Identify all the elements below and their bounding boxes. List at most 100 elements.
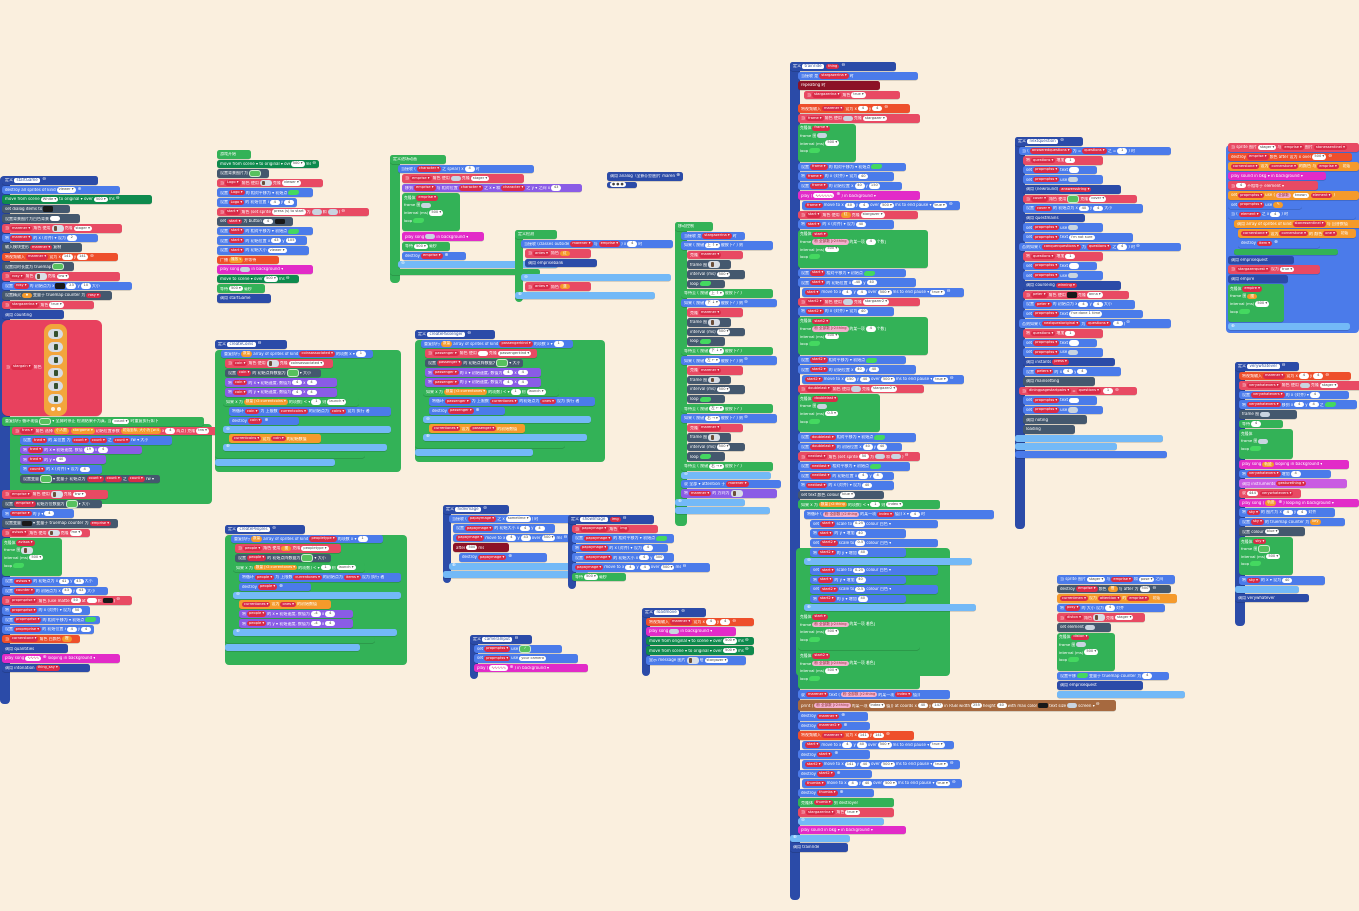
- block-row[interactable]: 如果 ( 按键 下 ↓ ▾ 被按下? ) 则 ⊖: [681, 298, 777, 308]
- block-row[interactable]: 克隆 marener ▾: [687, 308, 743, 317]
- variable-pill[interactable]: people ▾: [247, 620, 267, 627]
- block-row[interactable]: destroy start ▾ ⊕: [798, 750, 870, 759]
- boolean-slot[interactable]: [12, 562, 25, 568]
- image-slot[interactable]: [850, 386, 861, 392]
- value-input[interactable]: 444: [1247, 490, 1258, 497]
- variable-pill[interactable]: thumb ▾: [814, 799, 833, 806]
- collapse-icon[interactable]: ⊖: [949, 376, 954, 382]
- block-row[interactable]: 当 doublelast ▾ 角色 使用 克隆 stargazer2 ▾: [798, 384, 924, 394]
- value-input[interactable]: 4: [858, 473, 869, 479]
- value-input[interactable]: 4: [503, 379, 514, 386]
- block-row[interactable]: 将 start2 ▾ 的 x (对齐) ▾ 设为 40: [798, 307, 894, 316]
- variable-pill[interactable]: verywhatevers ▾: [1259, 490, 1294, 497]
- value-input[interactable]: 500 ▾: [660, 564, 675, 571]
- sprite-thumbnail[interactable]: [34, 273, 47, 280]
- value-input[interactable]: 1: [320, 564, 331, 571]
- block-row[interactable]: ⊖: [423, 416, 591, 424]
- sprite-option[interactable]: [48, 355, 63, 365]
- value-input[interactable]: 4: [720, 619, 731, 625]
- value-input[interactable]: 4: [865, 326, 876, 332]
- variable-pill[interactable]: count ▾: [127, 476, 145, 482]
- value-input[interactable]: 4: [534, 525, 545, 532]
- value-input[interactable]: known: [1292, 192, 1309, 199]
- value-input[interactable]: 4: [865, 239, 876, 245]
- variable-pill[interactable]: Logo ▾: [228, 199, 245, 206]
- clone-frame-block[interactable]: 克隆体 frame 图 loop: [1239, 429, 1293, 460]
- block-row[interactable]: [215, 452, 365, 458]
- block-row[interactable]: set propmptss ▾ text: [1023, 165, 1097, 175]
- variable-pill[interactable]: emprise ▾: [10, 491, 32, 498]
- expand-icon[interactable]: ⊕: [676, 173, 680, 179]
- block-row[interactable]: 将 questions ▾ 增加 1: [1023, 252, 1103, 261]
- variable-pill[interactable]: questions ▾: [1076, 388, 1101, 394]
- variable-pill[interactable]: questions ▾: [1086, 320, 1111, 327]
- variable-pill[interactable]: count ▾: [71, 437, 89, 444]
- value-input[interactable]: trw ▾: [196, 428, 209, 434]
- variable-pill[interactable]: answersstring ▾: [1059, 186, 1092, 193]
- block-row[interactable]: destroy coin ▾ ⊕: [229, 416, 299, 426]
- costume-swatch[interactable]: [496, 359, 509, 367]
- block-row[interactable]: 定义 verywhatever ⊖: [1235, 362, 1299, 371]
- boolean-slot[interactable]: [808, 254, 821, 260]
- variable-pill[interactable]: character ▾: [458, 185, 483, 191]
- value-input[interactable]: [50, 215, 60, 222]
- value-input[interactable]: 4: [44, 510, 55, 517]
- variable-pill[interactable]: doublelast ▾: [806, 386, 832, 392]
- value-input[interactable]: 4: [1313, 373, 1324, 379]
- block-row[interactable]: 游戏开始: [217, 150, 251, 159]
- block-row[interactable]: 调用 verywhatever: [1235, 593, 1309, 603]
- block-row[interactable]: ⊖: [233, 592, 401, 600]
- expand-icon[interactable]: ⊕: [1274, 240, 1278, 246]
- reporter-pill[interactable]: 橙: [1107, 586, 1118, 592]
- value-input[interactable]: 500 ▾: [880, 376, 895, 383]
- value-input[interactable]: 右 → ▾: [709, 463, 724, 470]
- variable-pill[interactable]: empire ▾: [1242, 286, 1262, 292]
- block-row[interactable]: 将 verywhatevers ▾ 增加 4: [1239, 469, 1331, 479]
- variable-pill[interactable]: doublelast ▾: [810, 434, 836, 441]
- value-input[interactable]: 255: [971, 702, 982, 709]
- block-row[interactable]: 将视频输入 marener ▾ 设为 x 4 y 4 ⊖: [1239, 371, 1351, 381]
- value-input[interactable]: blue ▾: [1264, 528, 1280, 535]
- variable-pill[interactable]: trwd ▾: [28, 456, 44, 463]
- image-slot[interactable]: [311, 209, 322, 215]
- variable-pill[interactable]: frame ▾: [805, 202, 823, 209]
- value-input[interactable]: viewer ▾: [281, 180, 301, 186]
- reporter-pill[interactable]: stargame ▾: [70, 428, 95, 434]
- variable-pill[interactable]: people ▾: [247, 611, 267, 617]
- block-row[interactable]: play (∿∿∿∿∿ ⊕) in background ▾: [474, 663, 588, 673]
- value-input[interactable]: launch ▾: [327, 399, 347, 405]
- block-row[interactable]: 否则如果 (nextquestoriginal ▾ 为 questions ▾ …: [1019, 319, 1171, 328]
- variable-pill[interactable]: rosy ▾: [14, 283, 29, 289]
- block-row[interactable]: 设置 propmprise ▾ 的 初始位置 x 4 y 4: [2, 625, 94, 634]
- clone-frame-block[interactable]: 克隆体 avisos ▾ frame 图 interval (ms) 500 ▾ l…: [2, 538, 62, 577]
- value-input[interactable]: 40: [854, 366, 865, 373]
- block-row[interactable]: 设置 papaymage ▾ 的 初始大小 x 4 y 300: [572, 553, 674, 562]
- sprite-thumbnail[interactable]: [708, 434, 721, 441]
- value-input[interactable]: 40: [868, 366, 879, 373]
- block-row[interactable]: 调用 intonation thing_say ▾: [2, 663, 90, 673]
- block-name[interactable]: createPassenger: [427, 331, 466, 337]
- block-row[interactable]: 将 emprise ▾ 的 y ▾ 4: [2, 509, 74, 518]
- value-input[interactable]: 0.5: [855, 540, 866, 546]
- value-input[interactable]: your camera: [519, 655, 547, 662]
- block-row[interactable]: 设置背景图片为白色背景: [2, 214, 80, 223]
- variable-pill[interactable]: marener ▾: [699, 252, 722, 258]
- block-row[interactable]: 克隆 marener ▾: [687, 250, 743, 260]
- variable-pill[interactable]: start ▾: [229, 237, 245, 244]
- value-input[interactable]: 500 ▾: [723, 638, 737, 644]
- variable-pill[interactable]: marener ▾: [10, 235, 33, 241]
- value-input[interactable]: [1069, 397, 1080, 404]
- value-input[interactable]: cover ▾: [1089, 196, 1107, 202]
- value-input[interactable]: 1: [1117, 148, 1128, 154]
- block-row[interactable]: frame 图: [1239, 410, 1297, 419]
- sprite-thumbnail[interactable]: [47, 529, 60, 537]
- variable-pill[interactable]: start2 ▾: [818, 596, 836, 602]
- variable-pill[interactable]: start ▾: [820, 521, 836, 527]
- value-input[interactable]: 上 ↑ ▾: [705, 242, 720, 249]
- variable-pill[interactable]: passenger ▾: [445, 398, 471, 405]
- variable-pill[interactable]: emprise ▾: [1111, 576, 1133, 583]
- variable-pill[interactable]: start2 ▾: [820, 540, 838, 546]
- value-input[interactable]: 1: [870, 501, 881, 508]
- value-input[interactable]: 4: [165, 428, 176, 434]
- value-input[interactable]: 40: [856, 742, 867, 748]
